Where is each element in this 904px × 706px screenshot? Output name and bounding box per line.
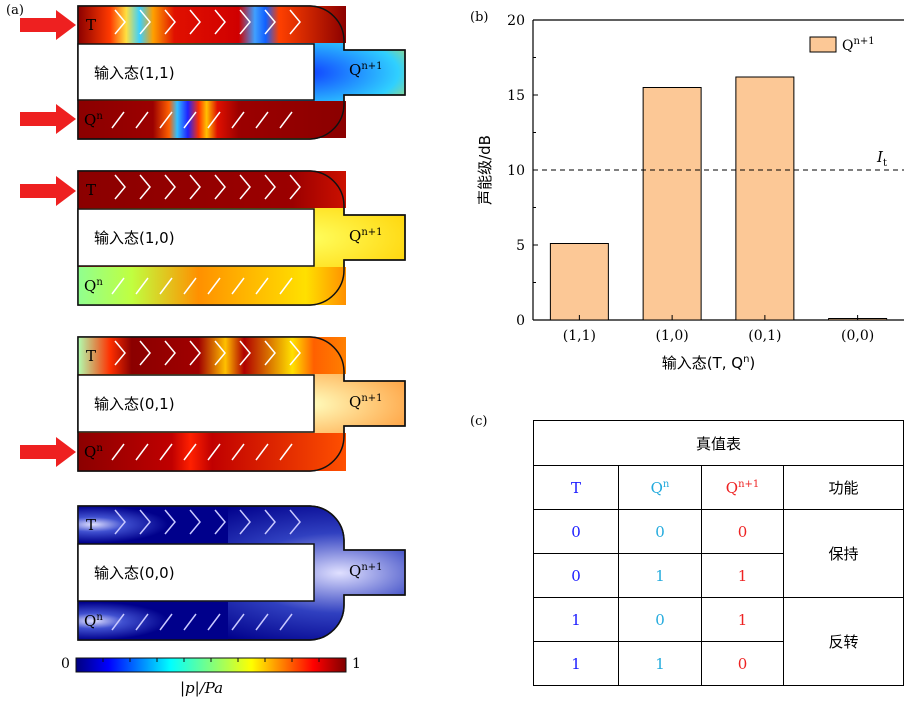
y-tick-label: 5	[516, 238, 525, 254]
x-axis-label: 输入态(T, Qn)	[662, 354, 756, 372]
y-tick-label: 15	[507, 88, 525, 104]
device-t-label: T	[86, 516, 97, 534]
cell-qn: 1	[618, 553, 702, 598]
cell-qn1: 0	[701, 509, 784, 554]
panel-a-label: (a)	[6, 3, 24, 18]
panel-b-label: (b)	[470, 10, 489, 25]
arrow-icon	[20, 176, 76, 206]
legend-swatch	[809, 36, 837, 53]
cell-qn1: 0	[701, 641, 784, 686]
header-t: T	[533, 465, 619, 510]
table-row: 0 1 1	[533, 553, 904, 598]
cell-qn: 0	[618, 509, 702, 554]
device-output-label: Qn+1	[349, 562, 383, 580]
device-input-state-label: 输入态(1,0)	[94, 229, 175, 247]
x-tick-label: (0,0)	[841, 328, 874, 344]
y-tick-label: 0	[516, 313, 525, 329]
arrow-icon	[20, 10, 76, 40]
cell-t: 0	[533, 553, 619, 598]
cell-t: 1	[533, 597, 619, 642]
bar	[642, 87, 702, 321]
device-t-label: T	[86, 181, 97, 199]
device-input-state-label: 输入态(1,1)	[94, 64, 175, 82]
device-3	[77, 336, 406, 472]
device-qn-label: Qn	[84, 111, 103, 129]
table-row: 0 0 0 保持	[533, 509, 904, 598]
colorbar-ticks	[102, 658, 320, 662]
cell-t: 1	[533, 641, 619, 686]
header-function: 功能	[783, 465, 904, 510]
table-row: 1 1 0	[533, 641, 904, 686]
device-1	[77, 5, 406, 140]
colorbar-min-label: 0	[61, 656, 70, 672]
device-output-label: Qn+1	[349, 227, 383, 245]
header-qn: Qn	[618, 465, 702, 510]
x-tick-label: (1,1)	[563, 328, 596, 344]
threshold-label: It	[876, 148, 887, 169]
table-row: 1 0 1 反转	[533, 597, 904, 686]
device-panel	[20, 5, 406, 673]
y-axis-label: 声能级/dB	[476, 135, 494, 205]
cell-qn1: 1	[701, 597, 784, 642]
device-input-state-label: 输入态(0,0)	[94, 564, 175, 582]
colorbar-max-label: 1	[352, 656, 361, 672]
device-qn-label: Qn	[84, 443, 103, 461]
truth-table-title: 真值表	[533, 420, 904, 466]
cell-t: 0	[533, 509, 619, 554]
device-4	[77, 505, 406, 641]
truth-table-header: T Qn Qn+1 功能	[533, 465, 904, 510]
truth-table: 真值表 T Qn Qn+1 功能 0 0 0 保持 0 1 1 1 0 1 反转…	[533, 420, 904, 686]
panel-c-label: (c)	[470, 414, 488, 429]
bar	[735, 76, 795, 321]
device-output-label: Qn+1	[349, 61, 383, 79]
x-tick-label: (1,0)	[656, 328, 689, 344]
header-qn1: Qn+1	[701, 465, 784, 510]
device-t-label: T	[86, 347, 97, 365]
device-2	[77, 170, 406, 306]
bar-chart: 0 5 10 15 20 (1,1) (1,0) (0,1) (0,0) It Qn+1 输入态(T,…	[476, 13, 904, 372]
x-tick-label: (0,1)	[748, 328, 781, 344]
y-tick-label: 20	[507, 13, 525, 29]
bar	[549, 243, 609, 321]
arrow-icon	[20, 104, 76, 134]
device-t-label: T	[86, 16, 97, 34]
arrow-icon	[20, 437, 76, 467]
device-output-label: Qn+1	[349, 393, 383, 411]
cell-qn: 1	[618, 641, 702, 686]
cell-function-hold: 保持	[783, 509, 904, 598]
cell-qn1: 1	[701, 553, 784, 598]
cell-qn: 0	[618, 597, 702, 642]
input-arrows	[20, 10, 76, 467]
device-input-state-label: 输入态(0,1)	[94, 395, 175, 413]
device-qn-label: Qn	[84, 612, 103, 630]
device-qn-label: Qn	[84, 277, 103, 295]
colorbar-title: |p|/Pa	[180, 679, 224, 697]
cell-function-toggle: 反转	[783, 597, 904, 686]
legend-label: Qn+1	[842, 36, 875, 54]
y-tick-label: 10	[507, 163, 525, 179]
